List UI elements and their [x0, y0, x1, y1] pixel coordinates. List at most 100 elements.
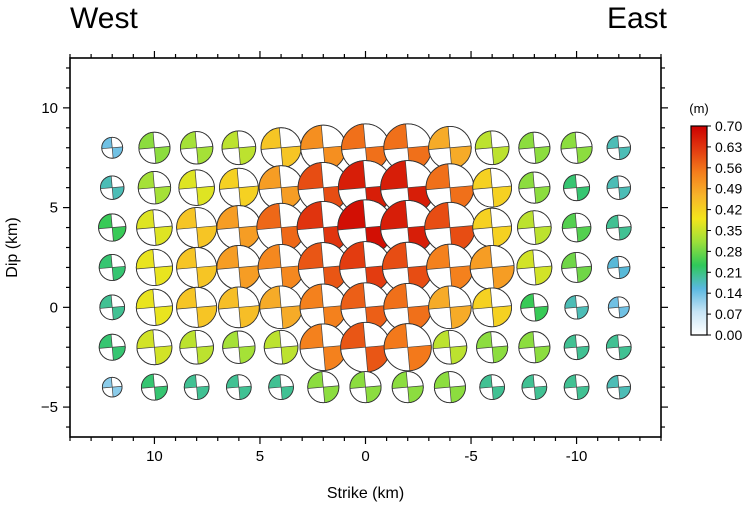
nodal-plane [564, 385, 589, 389]
beachball-compression-quadrant [534, 386, 547, 400]
beachball-compression-quadrant [492, 225, 512, 247]
beachball-rim [221, 130, 257, 166]
beachball-marker [349, 371, 382, 404]
beachball-compression-quadrant [518, 331, 535, 349]
beachball-compression-quadrant [520, 293, 535, 309]
beachball-compression-quadrant [226, 374, 239, 389]
beachball-compression-quadrant [154, 146, 171, 164]
nodal-plane [268, 385, 294, 389]
beachball-compression-quadrant [112, 226, 126, 242]
nodal-plane [300, 145, 346, 151]
nodal-plane [384, 344, 432, 350]
beachball-compression-quadrant [340, 282, 366, 310]
beachball-marker [101, 136, 124, 159]
beachball-compression-quadrant [221, 130, 239, 150]
beachball-compression-quadrant [238, 386, 252, 400]
nodal-plane [561, 265, 592, 270]
beachball-compression-quadrant [176, 247, 197, 270]
beachball-compression-quadrant [576, 146, 593, 164]
beachball-compression-quadrant [112, 306, 125, 320]
beachball-compression-quadrant [426, 163, 450, 190]
nodal-plane [184, 385, 210, 389]
beachball-compression-quadrant [178, 169, 197, 190]
colorbar-tick-label: 0.21 [715, 264, 742, 280]
beachball-marker [99, 294, 126, 321]
beachball-compression-quadrant [563, 174, 577, 189]
east-label: East [606, 2, 667, 35]
colorbar-tick-label: 0.14 [715, 285, 742, 301]
beachball-compression-quadrant [576, 186, 590, 201]
beachball-marker [606, 374, 631, 400]
beachball-marker [479, 374, 505, 400]
beachball-rim [433, 371, 466, 404]
beachball-marker [564, 295, 589, 320]
beachball-rim [564, 295, 589, 320]
beachball-compression-quadrant [534, 306, 549, 321]
beachball-marker [299, 323, 348, 371]
beachball-compression-quadrant [564, 295, 577, 309]
colorbar-tick-label: 0.07 [715, 306, 742, 322]
beachball-compression-quadrant [426, 244, 450, 270]
beachball-rim [176, 286, 218, 328]
beachball-compression-quadrant [112, 346, 126, 361]
beachball-compression-quadrant [300, 125, 324, 150]
beachball-rim [98, 333, 126, 361]
beachball-compression-quadrant [264, 330, 282, 349]
nodal-plane [176, 265, 217, 270]
beachball-compression-quadrant [382, 242, 408, 270]
colorbar-tick-label: 0.00 [715, 327, 742, 343]
beachball-marker [607, 255, 631, 280]
nodal-plane [518, 146, 550, 150]
beachball-compression-quadrant [259, 286, 282, 310]
beachball-compression-quadrant [154, 186, 171, 204]
beachball-marker [563, 374, 590, 400]
beachball-compression-quadrant [281, 345, 298, 365]
nodal-plane [470, 265, 515, 270]
beachball-compression-quadrant [392, 371, 408, 389]
nodal-plane [606, 345, 632, 349]
nodal-plane [136, 305, 173, 310]
beachball-compression-quadrant [99, 334, 113, 349]
beachball-compression-quadrant [534, 146, 550, 164]
beachball-compression-quadrant [136, 289, 155, 309]
colorbar-tick-label: 0.63 [715, 139, 742, 155]
beachball-marker [380, 160, 436, 216]
beachball-marker [257, 244, 305, 291]
nodal-plane [607, 186, 631, 190]
beachball-compression-quadrant [99, 295, 113, 309]
beachball-compression-quadrant [154, 345, 172, 365]
beachball-compression-quadrant [176, 207, 197, 230]
nodal-plane [561, 146, 593, 150]
beachball-compression-quadrant [380, 200, 408, 230]
beachball-compression-quadrant [517, 210, 535, 229]
beachball-rim [605, 214, 632, 241]
x-tick-label: 0 [361, 448, 369, 465]
beachball-rim [560, 131, 593, 164]
beachball-compression-quadrant [365, 385, 382, 403]
nodal-plane [216, 265, 261, 270]
beachball-rim [432, 329, 468, 365]
beachball-compression-quadrant [238, 225, 261, 250]
nodal-plane [259, 185, 304, 190]
beachball-compression-quadrant [281, 386, 294, 400]
beachball-compression-quadrant [136, 329, 155, 349]
nodal-plane [606, 226, 632, 229]
colorbar-tick-label: 0.28 [715, 243, 742, 259]
nodal-plane [101, 146, 123, 150]
nodal-plane [341, 145, 390, 151]
nodal-plane [138, 146, 170, 150]
beachball-compression-quadrant [492, 305, 512, 327]
nodal-plane [99, 345, 126, 349]
nodal-plane [434, 385, 466, 389]
beachball-compression-quadrant [562, 213, 577, 229]
nodal-plane [100, 186, 124, 190]
beachball-marker [178, 169, 215, 206]
beachball-rim [561, 212, 592, 243]
beachball-marker [605, 214, 632, 241]
beachball-compression-quadrant [492, 146, 510, 165]
beachball-marker [563, 174, 591, 202]
beachball-compression-quadrant [112, 266, 126, 281]
nodal-plane [517, 225, 552, 230]
nodal-plane [138, 185, 171, 190]
